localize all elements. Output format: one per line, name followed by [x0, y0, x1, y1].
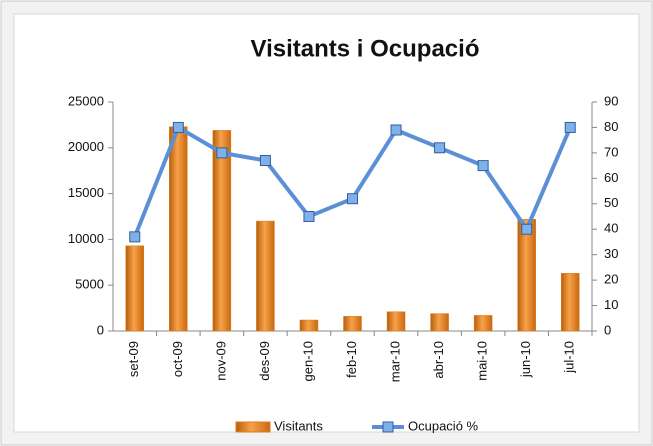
x-tick-label: feb-10: [344, 341, 359, 378]
x-tick-label: mai-10: [475, 341, 490, 381]
y2-tick-label: 0: [604, 322, 611, 337]
y2-tick-label: 30: [604, 246, 618, 261]
bar: [299, 319, 319, 332]
chart-title: Visitants i Ocupació: [251, 35, 480, 62]
bar: [212, 130, 232, 332]
y-tick-label: 15000: [68, 185, 104, 200]
line-marker: [172, 121, 184, 133]
line-marker: [477, 160, 489, 172]
x-tick-label: mar-10: [387, 341, 402, 382]
bar: [256, 220, 275, 332]
y2-tick-label: 20: [604, 272, 618, 287]
y2-tick-label: 40: [604, 221, 618, 236]
x-tick-label: oct-09: [170, 341, 185, 377]
line-marker: [347, 193, 358, 205]
x-tick-label: jul-10: [562, 341, 577, 374]
bar: [517, 218, 536, 332]
bar: [125, 245, 145, 332]
line-marker: [434, 142, 446, 154]
chart-area: [13, 13, 640, 433]
y-tick-label: 5000: [75, 277, 104, 292]
bar: [473, 315, 493, 332]
line-marker: [216, 147, 228, 159]
x-tick-label: gen-10: [300, 341, 315, 381]
bar: [169, 126, 188, 332]
x-tick-label: set-09: [126, 341, 141, 377]
x-tick-label: abr-10: [431, 341, 446, 379]
x-tick-label: des-09: [257, 341, 272, 381]
bar: [430, 313, 449, 332]
y2-tick-label: 70: [604, 144, 618, 159]
y2-tick-label: 80: [604, 119, 618, 134]
line-marker: [259, 155, 271, 167]
y-tick-label: 10000: [68, 231, 104, 246]
line-marker: [303, 211, 315, 222]
line-marker: [129, 231, 141, 243]
y2-tick-label: 90: [604, 93, 618, 108]
legend-label: Ocupació %: [408, 418, 479, 433]
y-tick-label: 20000: [68, 139, 104, 154]
x-tick-label: jun-10: [518, 341, 533, 378]
legend-swatch: [382, 421, 394, 433]
legend-swatch: [235, 421, 271, 433]
line-marker: [564, 121, 576, 133]
line-marker: [390, 124, 402, 136]
legend-label: Visitants: [274, 418, 323, 433]
bar: [560, 273, 580, 332]
line-marker: [521, 223, 533, 235]
y2-tick-label: 60: [604, 170, 618, 185]
y2-tick-label: 10: [604, 297, 618, 312]
bar: [386, 311, 406, 332]
y2-tick-label: 50: [604, 195, 618, 210]
x-tick-label: nov-09: [213, 341, 228, 381]
y-tick-label: 25000: [68, 93, 104, 108]
bar: [343, 316, 362, 332]
y-tick-label: 0: [97, 322, 104, 337]
